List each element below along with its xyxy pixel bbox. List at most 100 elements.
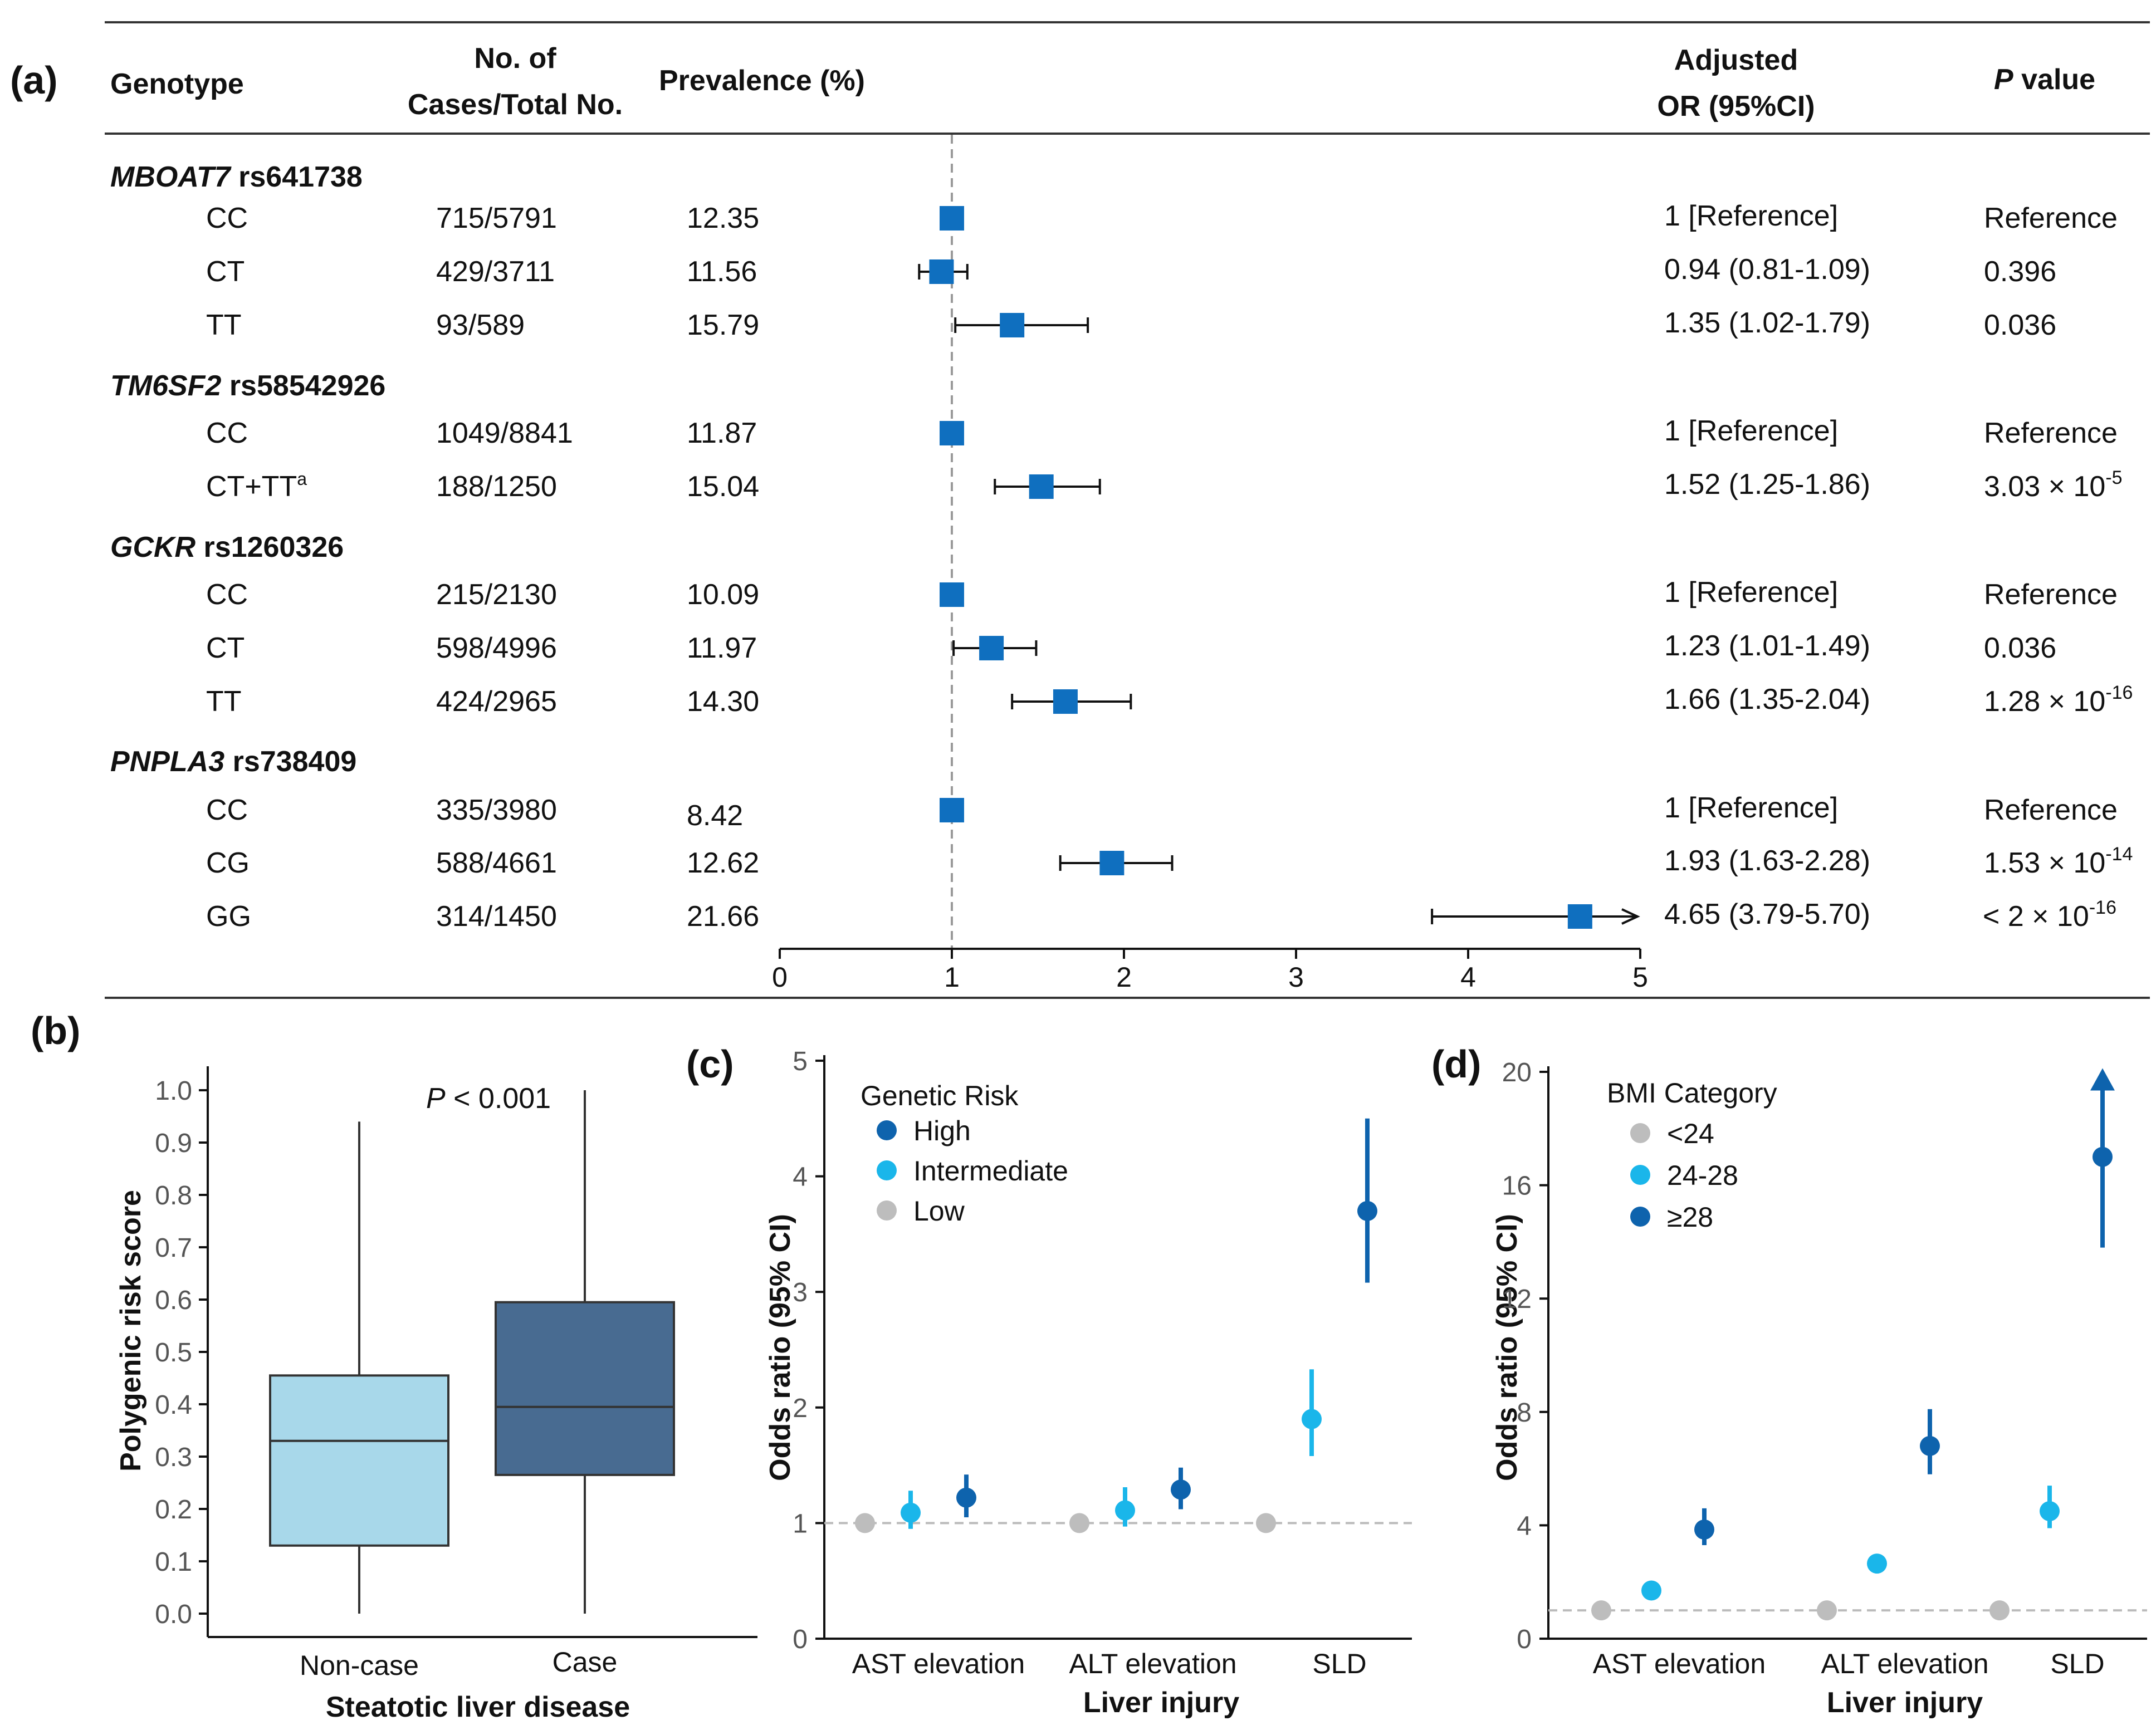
table-row: CT+TTa 188/1250 15.04 1.52 (1.25-1.86) 3.03 … (206, 467, 2123, 503)
cases-cell: 215/2130 (436, 579, 557, 611)
p-value-cell: Reference (1984, 417, 2118, 449)
or-y-tick-label: 0 (793, 1625, 808, 1654)
snp-id: rs641738 (231, 161, 363, 193)
forest-x-tick-label: 5 (1632, 962, 1648, 993)
forest-x-tick-label: 0 (772, 962, 788, 993)
p-value-cell: 1.53 × 10-14 (1984, 844, 2133, 879)
or-cell: 1.23 (1.01-1.49) (1664, 630, 1870, 662)
genotype-cell: CC (206, 579, 248, 611)
box-iqr (269, 1374, 449, 1547)
genotype-cell: TT (206, 309, 242, 341)
or-point (2040, 1501, 2060, 1521)
panel-d-ylabel: Odds ratio (95% CI) (1491, 1214, 1523, 1481)
or-cell: 1 [Reference] (1664, 792, 1838, 824)
snp-id: rs58542926 (221, 370, 385, 402)
or-y-tick-label: 1 (793, 1509, 808, 1538)
or-point (1256, 1513, 1276, 1533)
or-ci-arrow-head (2090, 1068, 2115, 1091)
or-estimate-square (1029, 474, 1054, 499)
panel-d: (d) Odds ratio (95% CI) Liver injury BMI… (1431, 1042, 2147, 1719)
table-row: TT 93/589 15.79 1.35 (1.02-1.79) 0.036 (206, 307, 2056, 341)
or-point (855, 1513, 875, 1533)
box-y-tick-label: 0.4 (155, 1390, 192, 1420)
annotation-p-rest: < 0.001 (446, 1082, 551, 1115)
legend-label: <24 (1667, 1118, 1714, 1149)
gene-header-tm6sf2: TM6SF2 rs58542926 (110, 370, 385, 402)
or-estimate-square (940, 421, 964, 445)
or-y-tick-label: 8 (1517, 1398, 1532, 1428)
legend-label: Intermediate (913, 1155, 1068, 1187)
cases-cell: 424/2965 (436, 685, 557, 718)
or-point (1171, 1479, 1191, 1500)
or-x-tick-label: ALT elevation (1821, 1648, 1988, 1679)
prevalence-cell: 8.42 (687, 800, 743, 832)
or-estimate-square (1053, 689, 1078, 714)
cases-cell: 715/5791 (436, 202, 557, 234)
cases-cell: 588/4661 (436, 847, 557, 879)
odds-ratio-plot-bmi: 0 4 8 12 16 20 AST elevation ALT elevation SLD <2… (1502, 1058, 2147, 1679)
or-cell: 4.65 (3.79-5.70) (1664, 898, 1870, 930)
or-point (1641, 1580, 1661, 1601)
or-estimate-square (1000, 313, 1025, 337)
panel-c: (c) Odds ratio (95% CI) Liver injury Gen… (686, 1042, 1412, 1719)
genotype-cell: GG (206, 900, 251, 933)
gene-header-pnpla3: PNPLA3 rs738409 (110, 746, 356, 778)
genotype-cell: CT+TTa (206, 469, 307, 503)
or-y-tick-label: 3 (793, 1278, 808, 1307)
genotype-cell: CC (206, 794, 248, 826)
gene-header-gckr: GCKR rs1260326 (110, 531, 344, 563)
snp-id: rs1260326 (195, 531, 344, 563)
legend-swatch (877, 1200, 897, 1221)
or-estimate-square (940, 798, 964, 822)
cases-cell: 429/3711 (436, 256, 555, 288)
legend-swatch (877, 1120, 897, 1140)
table-row: CC 1049/8841 11.87 1 [Reference] Reference (206, 415, 2118, 449)
or-point (1989, 1600, 2010, 1621)
legend-label: ≥28 (1667, 1202, 1713, 1233)
p-value-exponent: -14 (2105, 844, 2133, 865)
box-y-tick-label: 0.9 (155, 1129, 192, 1158)
or-point (1920, 1435, 1940, 1456)
box-plot: 0.0 0.1 0.2 0.3 0.4 0.5 0.6 0.7 0.8 0.9 1.0 Non-cas… (155, 1066, 757, 1681)
genotype-superscript: a (297, 469, 307, 489)
table-row: CT 429/3711 11.56 0.94 (0.81-1.09) 0.396 (206, 253, 2056, 288)
legend-label: 24-28 (1667, 1160, 1738, 1191)
prevalence-cell: 11.97 (687, 632, 757, 664)
forest-rows: CC 715/5791 12.35 1 [Reference] Reference CT 4… (206, 200, 2133, 933)
panel-d-label: (d) (1431, 1042, 1481, 1086)
forest-x-tick-label: 4 (1460, 962, 1476, 993)
or-y-tick-label: 20 (1502, 1058, 1532, 1087)
header-p-italic: P (1994, 63, 2013, 96)
panel-b-ylabel: Polygenic risk score (115, 1190, 147, 1472)
or-estimate-square (940, 582, 964, 607)
box-iqr (495, 1301, 675, 1476)
or-y-tick-label: 12 (1502, 1285, 1532, 1314)
panel-a: (a) Genotype No. of Cases/Total No. Prev… (10, 21, 2150, 999)
prevalence-cell: 15.04 (687, 471, 759, 503)
box-y-tick-label: 0.2 (155, 1495, 192, 1525)
header-p-value: P value (1994, 63, 2095, 96)
table-row: CC 335/3980 8.42 1 [Reference] Reference (206, 792, 2118, 832)
or-x-tick-label: AST elevation (852, 1648, 1025, 1679)
panel-b-annotation: P < 0.001 (426, 1082, 551, 1115)
header-prevalence: Prevalence (%) (659, 65, 865, 97)
box-y-tick-label: 0.6 (155, 1286, 192, 1315)
forest-x-tick-label: 3 (1288, 962, 1304, 993)
prevalence-cell: 14.30 (687, 685, 759, 718)
legend-swatch (1630, 1123, 1650, 1143)
panel-c-ylabel: Odds ratio (95% CI) (764, 1214, 796, 1481)
prevalence-cell: 12.62 (687, 847, 759, 879)
panel-b: (b) P < 0.001 Polygenic risk score Steat… (31, 1009, 757, 1723)
header-or-line2: OR (95%CI) (1657, 90, 1815, 122)
legend-swatch (877, 1160, 897, 1180)
cases-cell: 314/1450 (436, 900, 557, 933)
p-value-cell: Reference (1984, 794, 2118, 826)
or-cell: 1.35 (1.02-1.79) (1664, 307, 1870, 339)
panel-b-label: (b) (31, 1009, 80, 1052)
p-value-cell: 3.03 × 10-5 (1984, 467, 2123, 503)
legend-swatch (1630, 1207, 1650, 1227)
p-value-exponent: -16 (2105, 682, 2133, 703)
or-point (2093, 1146, 2113, 1167)
cases-cell: 188/1250 (436, 471, 557, 503)
header-cases-line2: Cases/Total No. (408, 89, 623, 121)
